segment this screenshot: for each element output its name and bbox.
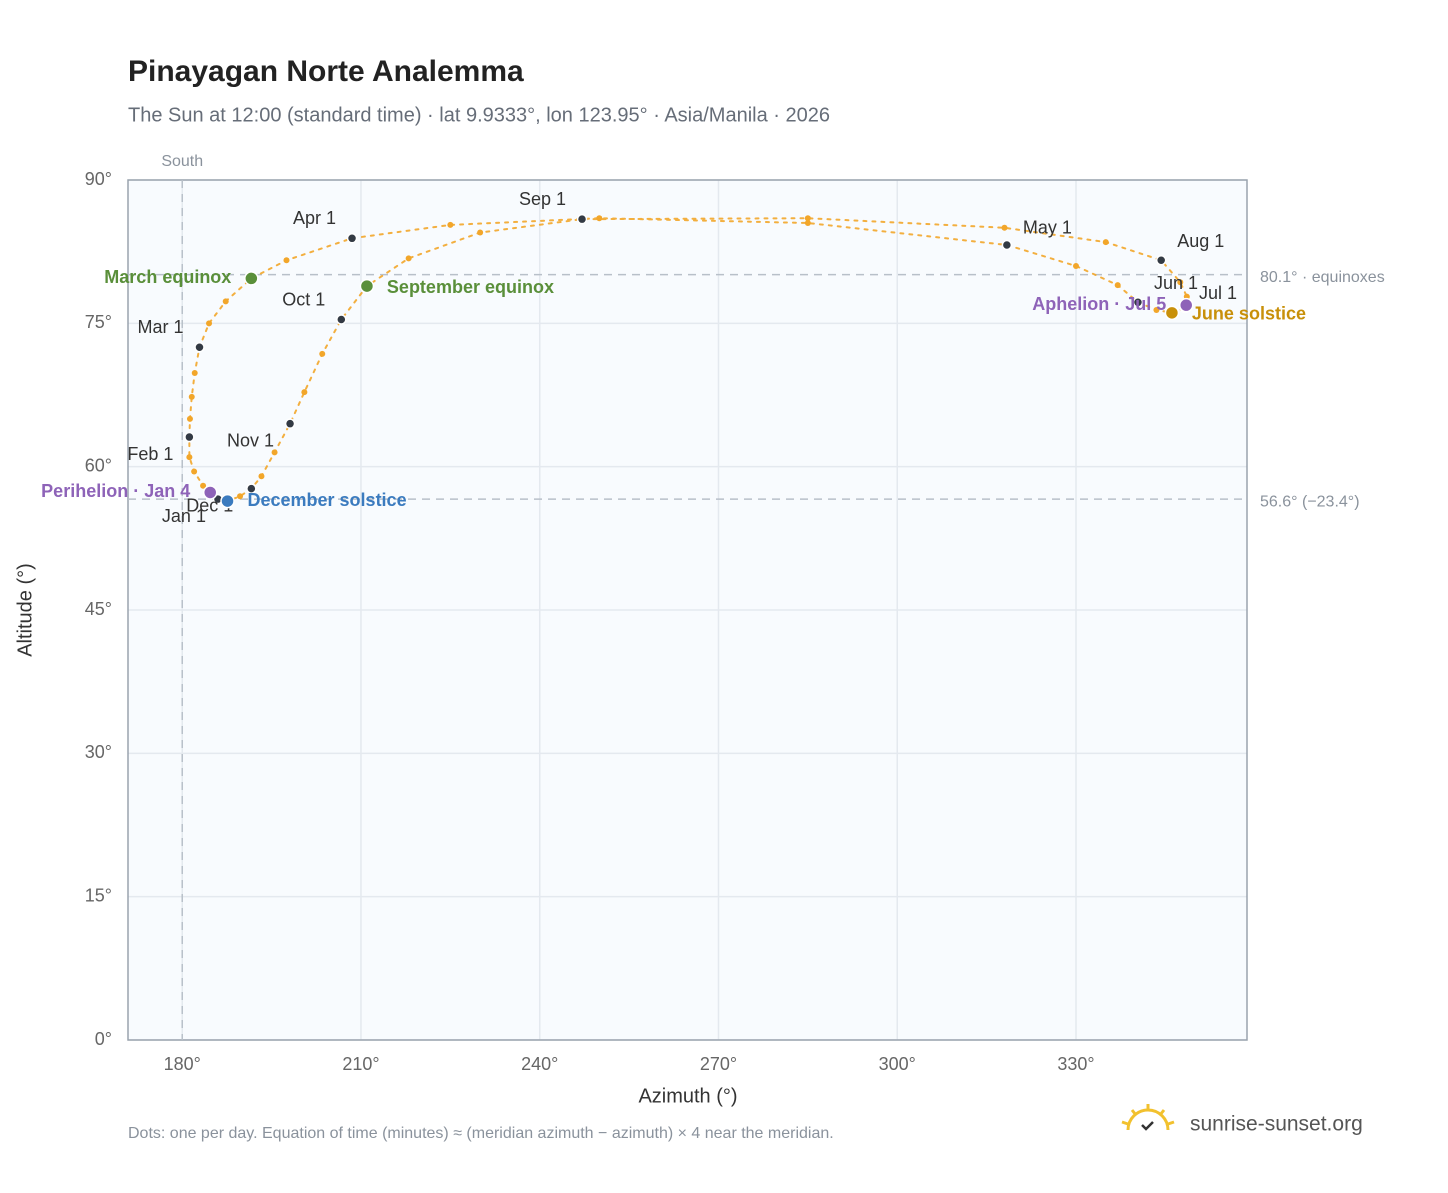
month-marker [284, 418, 296, 429]
daily-dot [206, 320, 213, 327]
month-marker [246, 483, 257, 494]
event-marker [202, 485, 218, 500]
daily-dot [1072, 263, 1079, 269]
daily-dot [804, 215, 811, 222]
event-marker [359, 278, 375, 294]
daily-dot [200, 482, 207, 489]
daily-dot [596, 215, 603, 222]
y-tick-label: 0° [95, 1029, 112, 1049]
daily-dot [283, 257, 290, 264]
x-axis-label: Azimuth (°) [638, 1085, 737, 1107]
month-label: Apr 1 [293, 208, 336, 228]
event-marker [1178, 297, 1194, 313]
event-label: September equinox [387, 277, 554, 297]
month-marker [1155, 255, 1167, 266]
daily-dot [271, 449, 278, 456]
x-tick-label: 180° [164, 1054, 201, 1074]
month-marker [346, 233, 358, 244]
y-tick-label: 75° [85, 312, 112, 332]
event-label: Aphelion · Jul 5 [1032, 294, 1166, 314]
chart-title: Pinayagan Norte Analemma [128, 55, 524, 88]
event-marker [220, 493, 235, 509]
month-label: Feb 1 [127, 444, 173, 464]
month-marker [1132, 297, 1144, 308]
daily-dot [1177, 279, 1184, 286]
daily-dot [1102, 239, 1109, 246]
event-label: March equinox [104, 267, 231, 287]
x-tick-label: 210° [342, 1054, 379, 1074]
brand: sunrise-sunset.org [1190, 1113, 1363, 1136]
daily-dot [405, 255, 412, 262]
daily-dot [301, 389, 308, 396]
daily-dot [186, 415, 193, 422]
month-marker [576, 213, 588, 225]
event-label: December solstice [248, 490, 407, 510]
month-label: Jun 1 [1154, 273, 1198, 293]
x-tick-label: 330° [1057, 1054, 1094, 1074]
x-tick-label: 270° [700, 1054, 737, 1074]
daily-dot [186, 454, 193, 461]
month-label: May 1 [1023, 218, 1072, 238]
daily-dot [222, 298, 229, 305]
daily-dot [191, 370, 198, 377]
daily-dot [191, 468, 198, 475]
daily-dot [447, 221, 454, 228]
meridian-label: South [161, 153, 203, 170]
daily-dot [188, 393, 195, 400]
month-label: Mar 1 [137, 317, 183, 337]
month-label: Sep 1 [519, 189, 566, 209]
y-tick-label: 15° [85, 885, 112, 905]
daily-dot [477, 229, 484, 236]
month-marker [194, 341, 205, 353]
y-tick-label: 90° [85, 169, 112, 189]
month-marker [1001, 239, 1013, 251]
footnote: Dots: one per day. Equation of time (min… [128, 1125, 834, 1142]
y-tick-label: 60° [85, 455, 112, 475]
daily-dot [1153, 306, 1160, 313]
chart-subtitle: The Sun at 12:00 (standard time) · lat 9… [128, 104, 830, 126]
daily-dot [1114, 282, 1121, 289]
daily-dot [804, 220, 811, 226]
reference-label: 80.1° · equinoxes [1260, 269, 1385, 286]
month-label: Aug 1 [1177, 231, 1224, 251]
daily-dot [319, 350, 326, 357]
month-label: Jan 1 [162, 506, 206, 526]
y-axis-label: Altitude (°) [14, 563, 36, 657]
event-label: June solstice [1192, 304, 1306, 324]
plot-frame [127, 179, 1248, 1041]
daily-dot [1001, 224, 1008, 231]
event-marker [1164, 305, 1180, 321]
reference-label: 56.6° (−23.4°) [1260, 493, 1360, 510]
month-marker [184, 431, 195, 443]
month-label: Jul 1 [1199, 283, 1237, 303]
month-label: Oct 1 [282, 289, 325, 309]
daily-dot [237, 493, 244, 500]
y-tick-label: 45° [85, 599, 112, 619]
x-tick-label: 240° [521, 1054, 558, 1074]
month-marker [336, 314, 347, 325]
brand-icon [1121, 1104, 1175, 1131]
event-label: Perihelion · Jan 4 [41, 481, 190, 501]
month-label: Nov 1 [227, 430, 274, 450]
daily-dot [258, 473, 265, 480]
x-tick-label: 300° [879, 1054, 916, 1074]
y-tick-label: 30° [85, 742, 112, 762]
event-marker [244, 271, 259, 286]
